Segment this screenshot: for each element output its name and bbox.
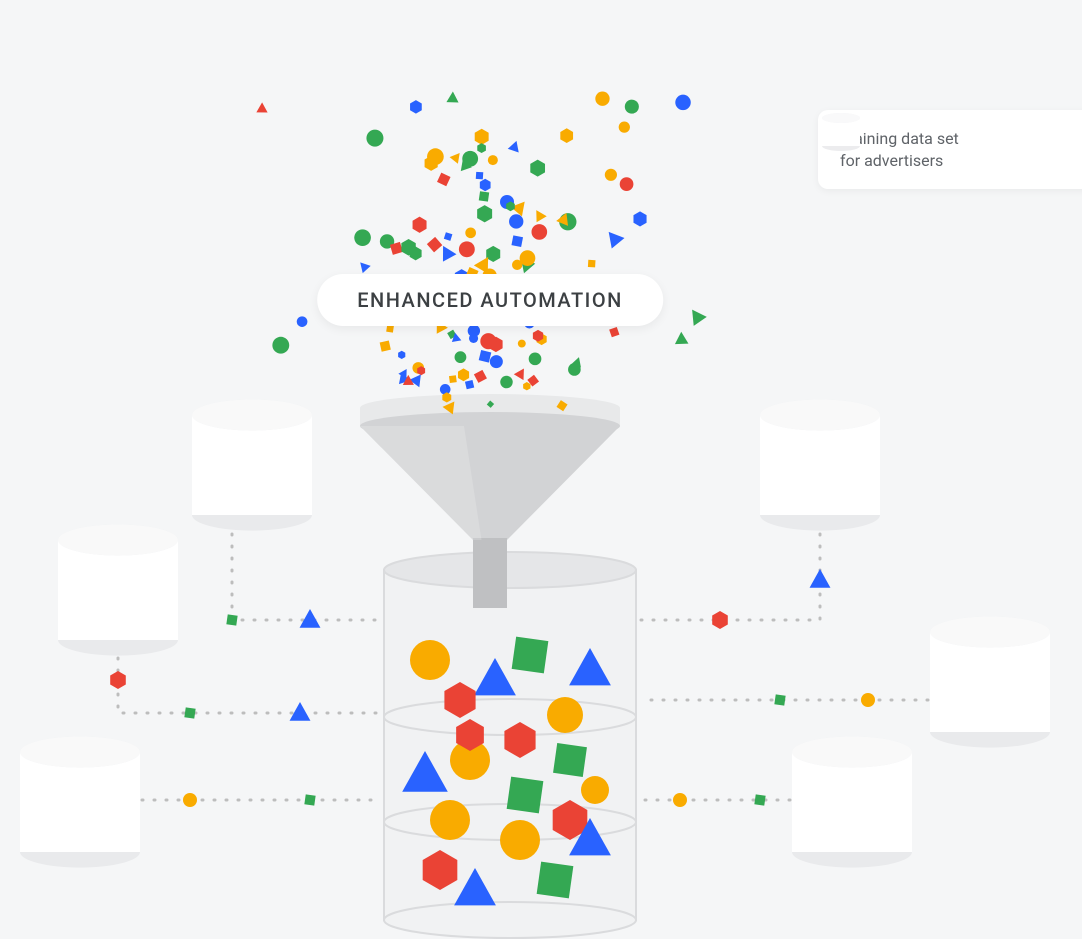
pill-label: ENHANCED AUTOMATION — [357, 288, 623, 312]
database-icon — [818, 110, 864, 156]
enhanced-automation-pill: ENHANCED AUTOMATION — [317, 274, 663, 326]
diagram-stage: { "type": "infographic", "canvas": { "wi… — [0, 0, 1082, 939]
legend-card: Training data set for advertisers — [818, 110, 1082, 189]
central-jar — [384, 552, 636, 938]
confetti — [256, 91, 706, 414]
